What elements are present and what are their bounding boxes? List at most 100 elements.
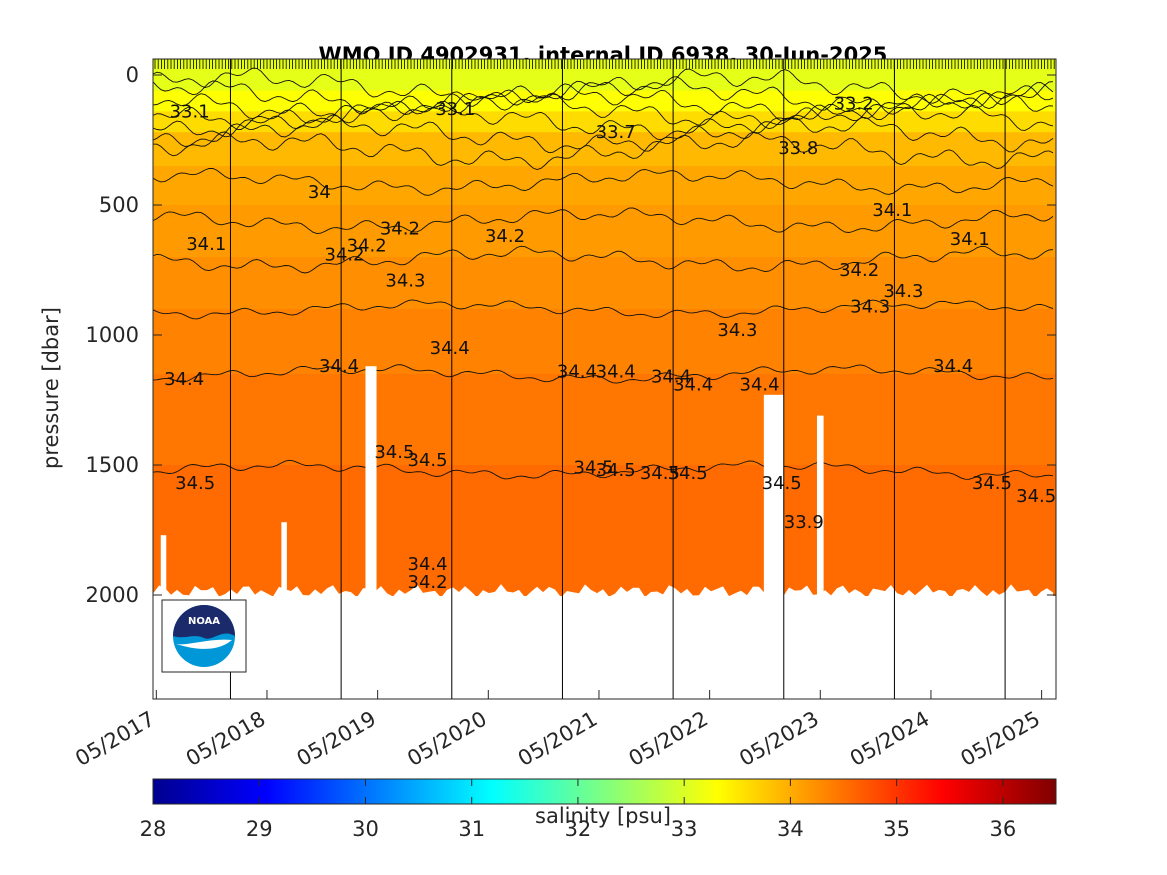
contour-label: 34.3	[883, 281, 923, 302]
contour-label: 34.5	[1016, 486, 1056, 507]
y-tick-label: 2000	[86, 583, 139, 607]
contour-label: 34.3	[850, 296, 890, 317]
colorbar-tick-label: 35	[883, 817, 910, 841]
contour-line	[153, 299, 1054, 320]
colorbar-tick-label: 29	[246, 817, 273, 841]
contour-line	[153, 245, 1054, 274]
salinity-layer	[153, 111, 1056, 134]
colorbar-tick-label: 32	[565, 817, 592, 841]
noaa-logo-text: NOAA	[188, 616, 220, 627]
contour-label: 34.3	[385, 270, 425, 291]
contour-label: 34.4	[164, 369, 204, 390]
salinity-layer	[153, 309, 1056, 375]
contour-line	[153, 76, 1054, 115]
contour-line	[153, 167, 1054, 196]
salinity-layer	[153, 166, 1056, 206]
contour-label: 34.4	[319, 356, 359, 377]
contour-label: 34	[308, 182, 331, 203]
contour-label: 34.4	[430, 338, 470, 359]
data-gap	[365, 366, 377, 699]
y-tick-label: 1000	[86, 323, 139, 347]
y-tick-label: 0	[126, 63, 139, 87]
contour-label: 34.2	[408, 572, 448, 593]
colorbar-tick-label: 28	[140, 817, 167, 841]
contour-line	[153, 67, 1054, 107]
contour-label: 34.5	[574, 458, 614, 479]
colorbar-tick-label: 30	[352, 817, 379, 841]
contour-label: 33.8	[778, 138, 818, 159]
contour-label: 33.7	[596, 122, 636, 143]
x-tick-label: 05/2019	[293, 707, 381, 771]
contour-label: 34.5	[408, 450, 448, 471]
contour-line	[153, 207, 1054, 235]
contour-line	[153, 83, 1054, 124]
noaa-logo: NOAA	[161, 599, 247, 673]
contour-line	[153, 114, 1054, 154]
salinity-layer	[153, 465, 1056, 596]
contour-label: 33.1	[170, 101, 210, 122]
data-gap	[281, 522, 287, 699]
contour-label: 34.5	[175, 473, 215, 494]
colorbar-tick-label: 31	[458, 817, 485, 841]
contour-label: 34.5	[374, 442, 414, 463]
data-gap	[816, 415, 824, 699]
contour-label: 34.5	[972, 473, 1012, 494]
contour-label: 33.9	[784, 512, 824, 533]
contour-label: 34.5	[668, 463, 708, 484]
x-tick-label: 05/2022	[625, 707, 713, 771]
colorbar-ticks: 28 29 30 31 32 33 34 35 36	[140, 779, 1016, 841]
contour-label: 34.4	[596, 361, 636, 382]
salinity-layer	[153, 90, 1056, 113]
contour-line	[153, 131, 1054, 170]
x-tick-label: 05/2024	[846, 707, 934, 771]
colorbar-tick-label: 33	[671, 817, 698, 841]
contour-label: 34.2	[347, 235, 387, 256]
contour-line	[153, 459, 1054, 480]
colorbar-tick-label: 34	[777, 817, 804, 841]
contour-label: 34.4	[933, 356, 973, 377]
contour-label: 34.4	[408, 554, 448, 575]
contour-line	[153, 91, 1054, 130]
salinity-layer	[153, 59, 1056, 92]
contour-label: 34.3	[717, 320, 757, 341]
contour-label: 34.4	[557, 361, 597, 382]
x-tick-label: 05/2025	[957, 707, 1045, 771]
contour-lines	[153, 67, 1054, 480]
contour-label: 34.2	[380, 218, 420, 239]
salinity-layer	[153, 205, 1056, 258]
salinity-layer	[153, 257, 1056, 310]
x-tick-label: 05/2023	[735, 707, 823, 771]
x-tick-label: 05/2018	[182, 707, 270, 771]
contour-label: 34.4	[740, 374, 780, 395]
y-tick-label: 1500	[86, 453, 139, 477]
contour-label: 34.2	[839, 260, 879, 281]
no-data-region	[153, 584, 1056, 699]
contour-label: 34.2	[485, 226, 525, 247]
colorbar-gradient	[152, 778, 1057, 805]
contour-line	[153, 100, 1054, 141]
y-tick-label: 500	[99, 193, 139, 217]
contour-label: 34.4	[651, 367, 691, 388]
colorbar: 28 29 30 31 32 33 34 35 36 salinity [psu]	[140, 778, 1057, 841]
contour-label: 34.1	[872, 200, 912, 221]
contour-label: 34.1	[950, 229, 990, 250]
contour-label: 33.2	[834, 94, 874, 115]
contour-label: 33.1	[435, 99, 475, 120]
contour-label: 34.5	[640, 463, 680, 484]
data-gap	[763, 394, 784, 699]
salinity-layer	[153, 374, 1056, 466]
contour-label: 34.5	[762, 473, 802, 494]
x-axis: 05/2017 05/2018 05/2019 05/2020 05/2021 05/20…	[71, 690, 1044, 771]
x-tick-label: 05/2020	[403, 707, 491, 771]
contour-line	[153, 364, 1054, 384]
salinity-layer	[153, 132, 1056, 167]
year-boundary-lines	[229, 59, 1006, 699]
colorbar-label: salinity [psu]	[535, 804, 671, 828]
profile-ticks	[154, 59, 1055, 69]
salinity-fill	[153, 59, 1056, 699]
contour-label: 34.4	[673, 374, 713, 395]
plot-frame	[152, 58, 1057, 700]
